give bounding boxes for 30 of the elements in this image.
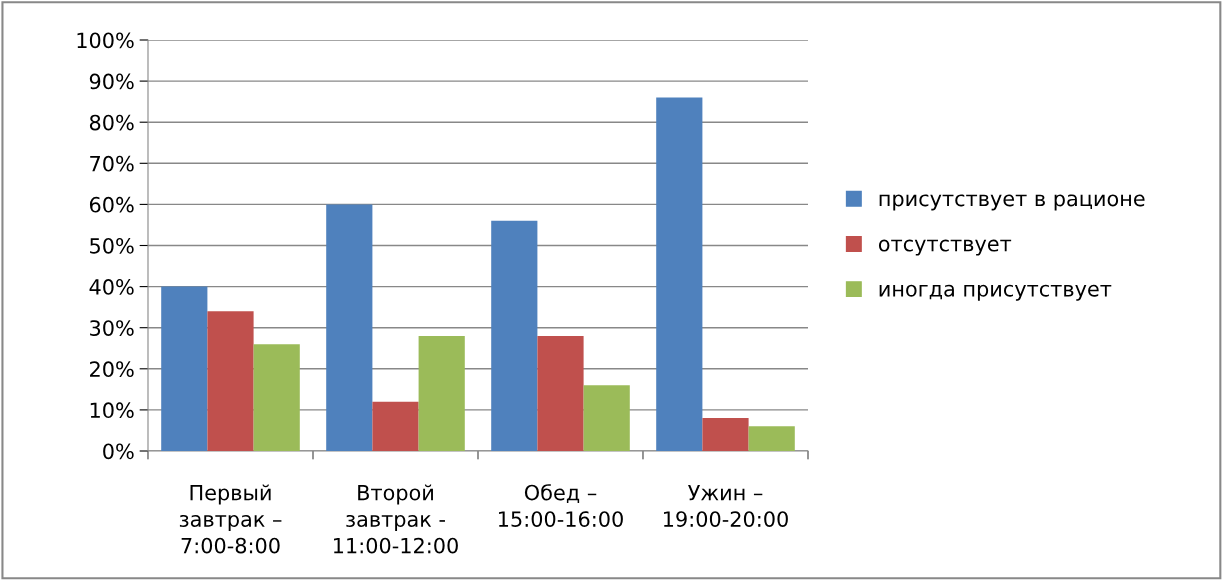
bar bbox=[161, 286, 208, 451]
y-tick-label: 10% bbox=[90, 402, 134, 419]
y-tick-label: 20% bbox=[90, 361, 134, 378]
bar bbox=[656, 97, 703, 451]
y-tick-label: 100% bbox=[77, 32, 134, 49]
y-tick-label: 50% bbox=[90, 237, 134, 254]
bar bbox=[702, 418, 749, 451]
bar bbox=[326, 204, 373, 451]
bar bbox=[418, 335, 465, 451]
legend-label: присутствует в рационе bbox=[879, 194, 1145, 211]
x-tick-label: Второй завтрак - 11:00-12:00 bbox=[333, 484, 458, 554]
x-tick-label: Ужин – 19:00-20:00 bbox=[663, 484, 788, 527]
y-tick-label: 40% bbox=[89, 279, 134, 295]
y-tick-label: 80% bbox=[89, 114, 134, 131]
x-tick-label: Первый завтрак – 7:00-8:00 bbox=[179, 484, 282, 554]
y-tick-label: 90% bbox=[89, 73, 134, 90]
bar bbox=[253, 344, 300, 451]
bar bbox=[372, 401, 419, 451]
x-tick-label: Обед – 15:00-16:00 bbox=[498, 483, 623, 527]
y-tick-label: 30% bbox=[90, 320, 134, 336]
y-tick-label: 70% bbox=[90, 155, 134, 172]
bar bbox=[491, 220, 538, 451]
legend-label: иногда присутствует bbox=[879, 284, 1112, 301]
y-tick-label: 0% bbox=[103, 443, 134, 460]
y-tick-label: 60% bbox=[89, 196, 134, 213]
legend-label: отсутствует bbox=[878, 239, 1012, 256]
bar bbox=[207, 311, 254, 451]
bar bbox=[748, 426, 795, 451]
bar bbox=[537, 335, 584, 451]
bar bbox=[583, 385, 630, 451]
